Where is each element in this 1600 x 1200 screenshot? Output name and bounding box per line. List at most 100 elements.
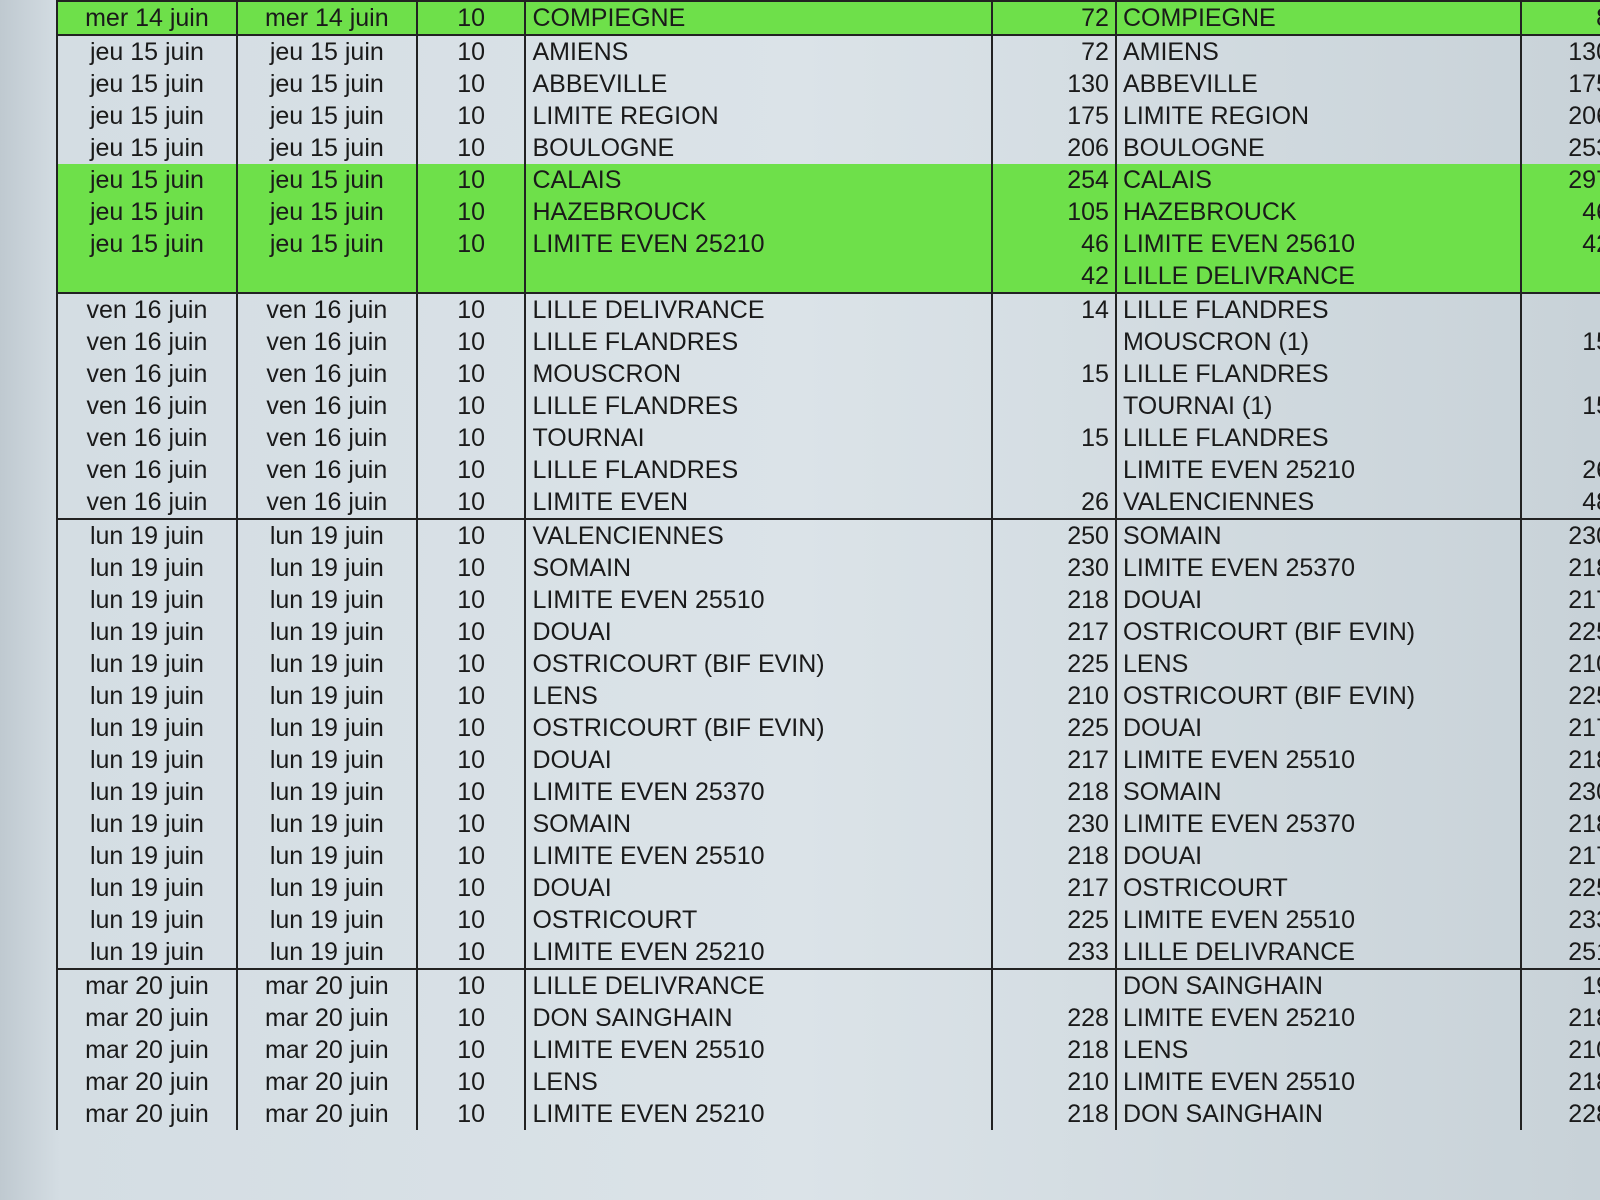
table-cell: LIMITE EVEN 25610 (1114, 228, 1522, 260)
table-row: ven 16 juin ven 16 juin 10 LILLE DELIVRANCE… (56, 292, 1600, 326)
table-cell: LIMITE EVEN 25370 (1114, 808, 1522, 840)
table-cell: 15 (990, 358, 1116, 390)
table-row: lun 19 juin lun 19 juin 10 OSTRICOURT (BIF … (56, 712, 1600, 744)
table-cell (415, 260, 526, 293)
table-cell: 218 (990, 776, 1116, 808)
table-cell: ven 16 juin (56, 326, 237, 358)
table-cell: LIMITE EVEN 25510 (1114, 744, 1522, 776)
table-cell: 10 (415, 904, 526, 936)
table-cell: OSTRICOURT (BIF EVIN) (524, 712, 992, 744)
table-cell: lun 19 juin (235, 584, 417, 616)
table-cell: lun 19 juin (56, 936, 237, 969)
table-cell (1520, 358, 1600, 390)
table-cell: LIMITE REGION (1114, 100, 1522, 132)
table-cell: lun 19 juin (235, 936, 417, 969)
table-cell: 251 (1520, 936, 1600, 969)
table-cell: SOMAIN (524, 808, 992, 840)
table-cell: lun 19 juin (235, 712, 417, 744)
table-cell: LIMITE EVEN 25510 (1114, 904, 1522, 936)
table-cell: COMPIEGNE (524, 0, 992, 35)
table-cell: 230 (1520, 776, 1600, 808)
table-cell: ven 16 juin (56, 390, 237, 422)
table-row: lun 19 juin lun 19 juin 10 DOUAI 217 OSTRICOU… (56, 872, 1600, 904)
table-cell: 206 (990, 132, 1116, 164)
table-cell: lun 19 juin (56, 776, 237, 808)
table-cell: 15 (1520, 390, 1600, 422)
table-cell: 250 (990, 518, 1116, 552)
table-cell: 230 (990, 808, 1116, 840)
table-cell: 42 (990, 260, 1116, 293)
table-cell: lun 19 juin (56, 648, 237, 680)
table-cell (56, 260, 237, 293)
table-cell: DOUAI (524, 872, 992, 904)
table-cell (990, 390, 1116, 422)
table-cell: jeu 15 juin (235, 164, 417, 196)
table-cell: jeu 15 juin (56, 228, 237, 260)
table-cell: 10 (415, 34, 526, 68)
table-cell: 218 (1520, 1002, 1600, 1034)
table-cell: 10 (415, 0, 526, 35)
table-cell: ven 16 juin (235, 358, 417, 390)
table-cell: lun 19 juin (56, 552, 237, 584)
table-cell: OSTRICOURT (BIF EVIN) (1114, 616, 1522, 648)
table-cell: HAZEBROUCK (1114, 196, 1522, 228)
table-row: jeu 15 juin jeu 15 juin 10 ABBEVILLE 130 ABBE… (56, 68, 1600, 100)
table-cell: 72 (990, 0, 1116, 35)
table-cell: 10 (415, 744, 526, 776)
table-cell: COMPIEGNE (1114, 0, 1522, 35)
table-cell: lun 19 juin (235, 744, 417, 776)
table-cell: ven 16 juin (56, 422, 237, 454)
table-cell: mar 20 juin (235, 1002, 417, 1034)
table-cell (524, 260, 992, 293)
table-cell: CALAIS (1114, 164, 1522, 196)
table-row: jeu 15 juin jeu 15 juin 10 CALAIS 254 CALAIS 2… (56, 164, 1600, 196)
table-row: mar 20 juin mar 20 juin 10 LIMITE EVEN 2551… (56, 1034, 1600, 1066)
table-cell: LIMITE EVEN 25510 (524, 1034, 992, 1066)
table-cell: 15 (1520, 326, 1600, 358)
table-cell: mar 20 juin (56, 968, 237, 1002)
table-cell: mar 20 juin (56, 1034, 237, 1066)
table-cell: 10 (415, 712, 526, 744)
table-cell: LILLE DELIVRANCE (524, 968, 992, 1002)
table-cell: 10 (415, 808, 526, 840)
table-cell: lun 19 juin (235, 840, 417, 872)
table-cell: 218 (1520, 552, 1600, 584)
table-cell: 230 (1520, 518, 1600, 552)
table-cell: DON SAINGHAIN (1114, 968, 1522, 1002)
table-cell: lun 19 juin (235, 776, 417, 808)
table-cell: ven 16 juin (56, 486, 237, 519)
table-cell: VALENCIENNES (524, 518, 992, 552)
table-cell: 206 (1520, 100, 1600, 132)
table-cell: jeu 15 juin (56, 196, 237, 228)
table-cell: 10 (415, 454, 526, 486)
table-row: lun 19 juin lun 19 juin 10 LIMITE EVEN 2537… (56, 776, 1600, 808)
table-cell: 217 (1520, 584, 1600, 616)
table-cell: MOUSCRON (1) (1114, 326, 1522, 358)
table-cell: 254 (990, 164, 1116, 196)
table-cell: OSTRICOURT (BIF EVIN) (524, 648, 992, 680)
table-cell: jeu 15 juin (235, 196, 417, 228)
table-cell: LIMITE REGION (524, 100, 992, 132)
table-cell: mar 20 juin (235, 1066, 417, 1098)
table-cell: jeu 15 juin (56, 164, 237, 196)
table-cell: 218 (1520, 1066, 1600, 1098)
table-cell: SOMAIN (524, 552, 992, 584)
table-cell: 225 (1520, 616, 1600, 648)
table-cell: AMIENS (1114, 34, 1522, 68)
table-cell: ven 16 juin (235, 486, 417, 519)
table-cell: 210 (1520, 648, 1600, 680)
table-cell: ven 16 juin (235, 422, 417, 454)
table-cell: ven 16 juin (56, 454, 237, 486)
table-row: mar 20 juin mar 20 juin 10 LENS 210 LIMITE EV… (56, 1066, 1600, 1098)
table-row: jeu 15 juin jeu 15 juin 10 LIMITE EVEN 2521… (56, 228, 1600, 260)
table-cell: lun 19 juin (56, 744, 237, 776)
table-cell: 225 (990, 712, 1116, 744)
table-row: mar 20 juin mar 20 juin 10 LIMITE EVEN 2521… (56, 1098, 1600, 1130)
table-row: jeu 15 juin jeu 15 juin 10 HAZEBROUCK 105 HAZ… (56, 196, 1600, 228)
table-cell: 8 (1520, 0, 1600, 35)
table-cell: LILLE DELIVRANCE (1114, 936, 1522, 969)
table-cell: ven 16 juin (235, 454, 417, 486)
table-cell: 10 (415, 390, 526, 422)
table-cell (1520, 260, 1600, 293)
table-cell: 217 (990, 872, 1116, 904)
